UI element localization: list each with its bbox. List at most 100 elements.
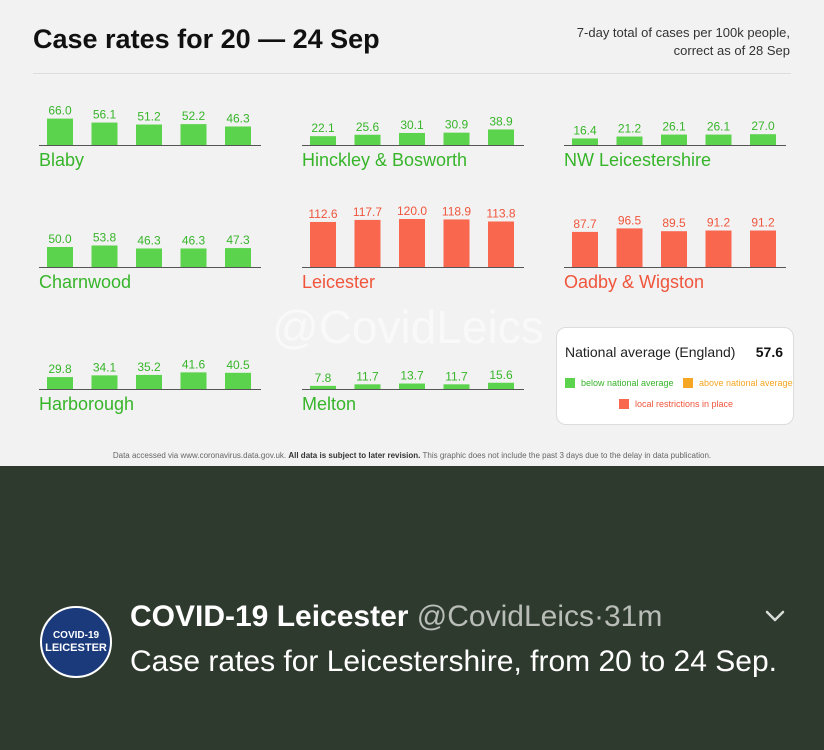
bar-hinckley-and-bosworth-4 [443, 132, 470, 145]
district-name-blaby: Blaby [39, 150, 85, 170]
data-label-melton-1: 7.8 [315, 371, 332, 385]
infographic: Case rates for 20 — 24 Sep 7-day total o… [0, 24, 824, 460]
bar-melton-2 [354, 384, 381, 389]
bar-nw-leicestershire-5 [750, 134, 776, 145]
chart-svg-blaby: 66.0 56.1 51.2 52.2 46.3 [39, 104, 261, 146]
chart-svg-nw-leicestershire: 16.4 21.2 26.1 26.1 27.0 [564, 119, 786, 146]
district-name-charnwood: Charnwood [39, 272, 132, 292]
legend-restricted-label: local restrictions in place [635, 399, 734, 409]
district-name-leicester: Leicester [302, 272, 376, 292]
footnote: Data accessed via www.coronavirus.data.g… [0, 451, 824, 460]
national-average-value: 57.6 [755, 344, 783, 360]
district-name-harborough: Harborough [39, 394, 135, 414]
bar-hinckley-and-bosworth-2 [354, 134, 381, 145]
data-label-oadby-and-wigston-5: 91.2 [751, 216, 775, 230]
avatar[interactable]: COVID-19 LEICESTER [40, 606, 112, 678]
avatar-line-1: COVID-19 [52, 630, 100, 641]
chart-svg-oadby-and-wigston: 87.7 96.5 89.5 91.2 91.2 [564, 213, 786, 268]
chart-subtitle: 7-day total of cases per 100k people, co… [530, 24, 790, 60]
bar-charnwood-5 [225, 248, 251, 267]
data-label-hinckley-and-bosworth-2: 25.6 [356, 120, 380, 134]
data-label-harborough-5: 40.5 [226, 358, 250, 372]
bar-oadby-and-wigston-5 [750, 230, 776, 267]
data-label-harborough-4: 41.6 [182, 357, 206, 371]
avatar-line-2: LEICESTER [45, 642, 107, 654]
legend-above-swatch [683, 378, 693, 388]
bar-nw-leicestershire-1 [572, 138, 598, 145]
bar-leicester-3 [399, 219, 425, 267]
data-label-leicester-5: 113.8 [486, 206, 515, 220]
data-label-blaby-2: 56.1 [93, 108, 117, 122]
data-label-oadby-and-wigston-4: 91.2 [707, 216, 731, 230]
bar-charnwood-4 [180, 248, 207, 267]
bar-harborough-1 [47, 377, 73, 389]
tweet-text: Case rates for Leicestershire, from 20 t… [130, 645, 777, 678]
data-label-nw-leicestershire-4: 26.1 [707, 120, 731, 134]
legend-below: below national average [565, 378, 674, 388]
data-label-harborough-3: 35.2 [137, 360, 161, 374]
bar-harborough-5 [225, 372, 251, 389]
divider [33, 73, 791, 74]
bar-leicester-5 [488, 221, 514, 267]
chart-svg-hinckley-and-bosworth: 22.1 25.6 30.1 30.9 38.9 [302, 114, 524, 146]
footnote-suffix: This graphic does not include the past 3… [420, 451, 712, 460]
data-label-hinckley-and-bosworth-4: 30.9 [445, 118, 469, 132]
data-label-hinckley-and-bosworth-3: 30.1 [400, 118, 424, 132]
bar-harborough-4 [180, 372, 207, 389]
bar-nw-leicestershire-3 [661, 134, 687, 145]
data-label-melton-2: 11.7 [356, 369, 379, 383]
legend-above: above national average [683, 378, 793, 388]
tweet-card[interactable]: COVID-19 LEICESTER COVID-19 Leicester @C… [0, 466, 824, 750]
bar-hinckley-and-bosworth-5 [488, 129, 514, 145]
bar-harborough-2 [91, 375, 118, 389]
legend-above-label: above national average [699, 378, 793, 388]
bar-blaby-2 [91, 122, 118, 145]
bar-leicester-4 [443, 219, 470, 267]
data-label-leicester-4: 118.9 [442, 204, 471, 218]
bar-hinckley-and-bosworth-1 [310, 136, 336, 145]
chart-svg-charnwood: 50.0 53.8 46.3 46.3 47.3 [39, 230, 261, 268]
legend: National average (England) 57.6 below na… [556, 327, 794, 425]
data-label-oadby-and-wigston-3: 89.5 [662, 216, 686, 230]
data-label-blaby-4: 52.2 [182, 109, 206, 123]
display-name[interactable]: COVID-19 Leicester [130, 600, 409, 633]
district-name-hinckley-and-bosworth: Hinckley & Bosworth [302, 150, 468, 170]
bar-melton-5 [488, 382, 514, 389]
chart-blaby: 66.0 56.1 51.2 52.2 46.3 Blaby [39, 75, 261, 175]
footnote-bold: All data is subject to later revision. [288, 451, 421, 460]
data-label-leicester-3: 120.0 [397, 204, 427, 218]
data-label-charnwood-5: 47.3 [226, 233, 250, 247]
chart-oadby-and-wigston: 87.7 96.5 89.5 91.2 91.2 Oadby & Wigston [564, 197, 786, 297]
district-name-oadby-and-wigston: Oadby & Wigston [564, 272, 705, 292]
data-label-nw-leicestershire-1: 16.4 [573, 123, 597, 137]
bar-melton-3 [399, 383, 425, 389]
chevron-down-icon[interactable] [764, 608, 786, 624]
data-label-harborough-1: 29.8 [48, 362, 72, 376]
bar-blaby-1 [47, 118, 73, 145]
legend-restricted-swatch [619, 399, 629, 409]
data-label-hinckley-and-bosworth-5: 38.9 [489, 114, 513, 128]
bar-blaby-5 [225, 126, 251, 145]
data-label-blaby-5: 46.3 [226, 111, 250, 125]
bar-blaby-4 [180, 124, 207, 145]
data-label-nw-leicestershire-5: 27.0 [751, 119, 775, 133]
handle[interactable]: @CovidLeics [416, 600, 594, 633]
chart-leicester: 112.6 117.7 120.0 118.9 113.8 Leicester [302, 197, 524, 297]
bar-charnwood-3 [136, 248, 162, 267]
data-label-nw-leicestershire-2: 21.2 [618, 122, 642, 136]
data-label-hinckley-and-bosworth-1: 22.1 [311, 121, 335, 135]
timestamp[interactable]: 31m [603, 600, 663, 633]
bar-oadby-and-wigston-3 [661, 231, 687, 267]
legend-below-swatch [565, 378, 575, 388]
legend-title: National average (England) [565, 344, 736, 360]
chart-svg-melton: 7.8 11.7 13.7 11.7 15.6 [302, 368, 524, 390]
legend-below-label: below national average [581, 378, 674, 388]
data-label-blaby-1: 66.0 [48, 104, 72, 118]
data-label-oadby-and-wigston-2: 96.5 [618, 213, 642, 227]
chart-harborough: 29.8 34.1 35.2 41.6 40.5 Harborough [39, 319, 261, 419]
bar-oadby-and-wigston-1 [572, 231, 598, 267]
bar-nw-leicestershire-4 [705, 134, 732, 145]
data-label-melton-5: 15.6 [489, 368, 513, 382]
data-label-harborough-2: 34.1 [93, 360, 117, 374]
bar-hinckley-and-bosworth-3 [399, 132, 425, 145]
